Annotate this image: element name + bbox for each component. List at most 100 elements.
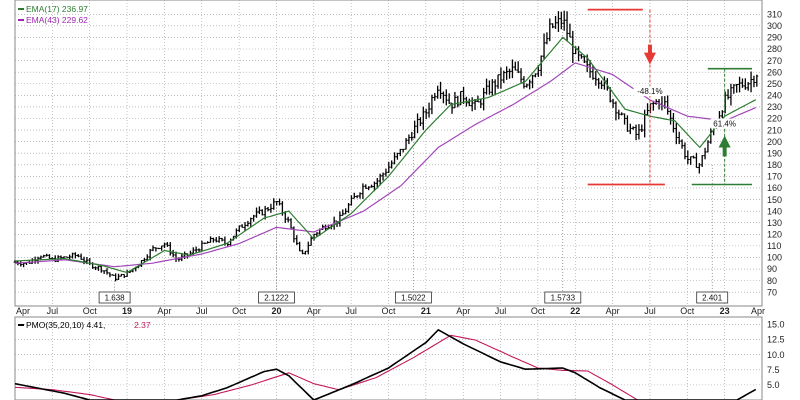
ohlc-bar: [516, 61, 520, 74]
ohlc-bar: [640, 124, 644, 133]
ohlc-bar: [600, 80, 603, 90]
ohlc-bar: [502, 70, 506, 84]
green-arrow-shaft: [722, 147, 727, 157]
price-tick-label: 230: [767, 102, 782, 112]
ohlc-bar: [467, 98, 471, 107]
ohlc-bar: [646, 103, 649, 117]
time-tick-label: Jul: [495, 306, 507, 316]
ohlc-bar: [453, 91, 457, 109]
ohlc-bar: [252, 214, 256, 222]
ohlc-bar: [424, 108, 428, 120]
price-tick-label: 280: [767, 44, 782, 54]
ohlc-bar: [384, 168, 388, 177]
time-tick-label: Oct: [531, 306, 546, 316]
ohlc-bar: [695, 152, 698, 169]
ohlc-bar: [220, 237, 224, 242]
price-tick-label: 220: [767, 114, 782, 124]
ohlc-bar: [344, 208, 348, 215]
ohlc-bar: [496, 74, 500, 89]
ohlc-bar: [396, 152, 399, 160]
ohlc-bar: [626, 115, 629, 132]
time-tick-label: 20: [271, 306, 281, 316]
ohlc-bar: [617, 109, 621, 120]
ohlc-bar: [398, 148, 402, 157]
time-tick-label: Oct: [680, 306, 695, 316]
ohlc-bar: [260, 209, 264, 216]
ohlc-bar: [700, 155, 704, 167]
ohlc-bar: [378, 173, 382, 186]
time-tick-label: 22: [570, 306, 580, 316]
ohlc-bar: [119, 273, 123, 277]
ohlc-bar: [692, 155, 695, 159]
ohlc-bar: [433, 92, 437, 101]
pmo-signal-line: [15, 334, 720, 400]
pmo-tick-label: 15.0: [767, 320, 785, 330]
ohlc-bar: [683, 142, 687, 160]
price-tick-label: 110: [767, 241, 781, 251]
price-tick-label: 180: [767, 160, 782, 170]
ohlc-bar: [407, 134, 411, 145]
price-box: [258, 291, 295, 304]
ohlc-bar: [71, 252, 74, 259]
ohlc-bar: [309, 236, 313, 246]
ohlc-bar: [114, 273, 118, 282]
ohlc-bar: [588, 59, 592, 78]
ohlc-bar: [511, 59, 514, 79]
ohlc-bar: [48, 254, 51, 260]
ohlc-bar: [122, 273, 126, 279]
ohlc-bar: [732, 84, 736, 94]
price-box: [696, 291, 729, 304]
price-box-label: 2.1222: [264, 294, 289, 303]
ohlc-bar: [272, 198, 276, 210]
time-tick-label: Apr: [456, 306, 470, 316]
time-tick-label: Oct: [83, 306, 98, 316]
ohlc-bar: [729, 83, 733, 106]
ohlc-bar: [421, 106, 425, 130]
ohlc-bar: [623, 113, 626, 125]
ema17-line: [14, 36, 757, 274]
ohlc-bar: [286, 216, 290, 223]
ohlc-bar: [45, 253, 49, 257]
price-tick-label: 80: [767, 276, 777, 286]
pmo-tick-label: 12.5: [767, 335, 785, 345]
price-tick-label: 190: [767, 148, 782, 158]
ohlc-bar: [548, 18, 552, 42]
ohlc-bar: [99, 265, 103, 273]
ohlc-bar: [743, 78, 747, 90]
price-tick-label: 170: [767, 172, 782, 182]
ohlc-bar: [470, 97, 474, 112]
price-tick-label: 70: [767, 287, 777, 297]
ohlc-bar: [720, 110, 724, 119]
ohlc-bar: [105, 268, 109, 275]
price-tick-label: 160: [767, 183, 782, 193]
ohlc-bar: [488, 80, 491, 95]
ohlc-bar: [706, 140, 710, 153]
time-tick-label: Oct: [381, 306, 396, 316]
ohlc-bar: [628, 123, 632, 135]
ohlc-bar: [341, 209, 345, 216]
ohlc-bar: [545, 32, 549, 45]
ohlc-bar: [275, 200, 279, 206]
percent-label: 61.4%: [713, 120, 736, 129]
price-box: [98, 291, 131, 304]
percent-label-bg: [633, 86, 667, 97]
time-tick-label: Apr: [16, 306, 30, 316]
red-arrow-shaft: [647, 44, 652, 54]
ohlc-bar: [249, 217, 253, 227]
ohlc-bar: [597, 77, 601, 89]
ohlc-bar: [361, 183, 365, 199]
ohlc-bar: [447, 93, 451, 104]
ohlc-bar: [580, 54, 583, 59]
ohlc-bar: [301, 249, 304, 255]
ohlc-bar: [387, 161, 391, 174]
ohlc-bar: [209, 236, 212, 243]
time-tick-label: 23: [720, 306, 730, 316]
ohlc-bar: [703, 147, 707, 160]
ohlc-bar: [723, 91, 727, 114]
time-tick-label: Jul: [644, 306, 656, 316]
pmo-legend: PMO(35,20,10) 4.41, 2.37: [18, 320, 151, 330]
ema17-legend-label: EMA(17) 236.97: [26, 4, 88, 14]
ohlc-bar: [551, 23, 555, 29]
ohlc-bar: [278, 198, 281, 206]
ohlc-bar: [493, 79, 497, 95]
